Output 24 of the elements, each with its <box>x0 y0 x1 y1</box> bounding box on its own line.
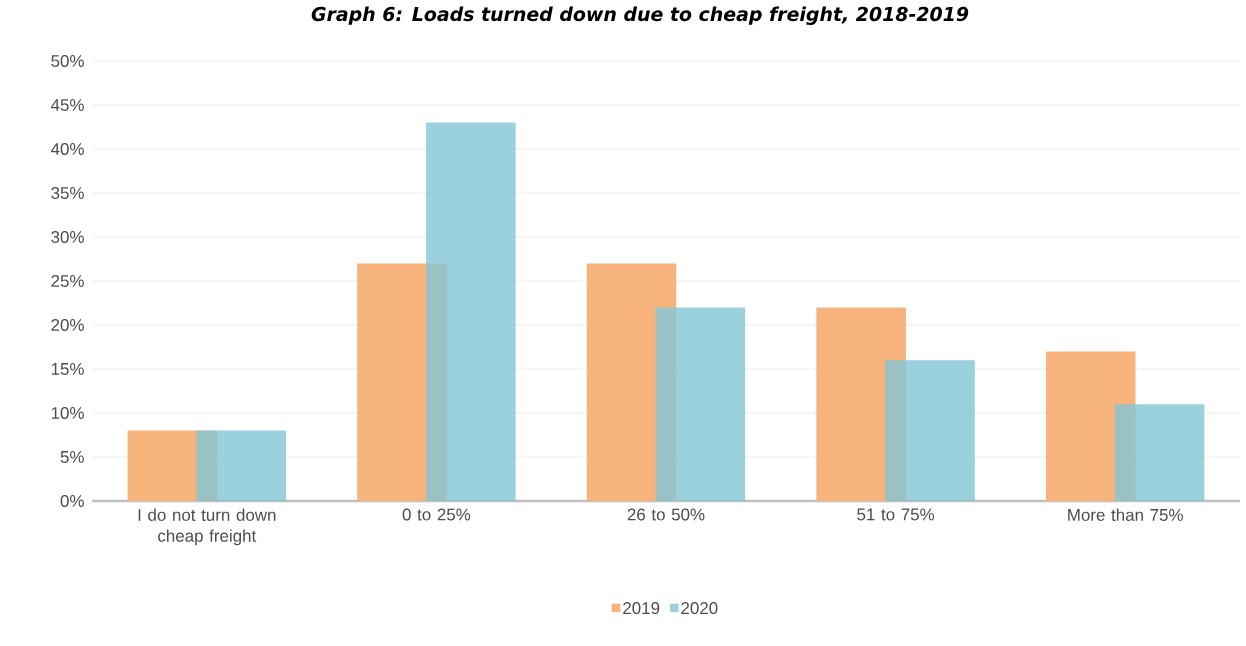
x-tick-label: I do not turn down cheap freight <box>138 508 276 546</box>
bar <box>196 430 287 501</box>
y-tick-label: 0% <box>60 494 84 507</box>
x-tick-label: 51 to 75% <box>857 508 935 521</box>
y-tick-label: 25% <box>51 274 84 287</box>
bar <box>885 360 975 501</box>
bar <box>426 122 516 501</box>
bar <box>655 307 746 501</box>
y-tick-label: 30% <box>51 230 84 243</box>
y-tick-label: 10% <box>51 406 84 419</box>
y-tick-label: 15% <box>51 363 84 375</box>
y-tick-label: 5% <box>60 451 84 463</box>
x-tick-label: 0 to 25% <box>402 508 471 521</box>
y-tick-label: 20% <box>51 318 84 331</box>
legend-label: 2020 <box>681 602 718 615</box>
y-tick-label: 45% <box>50 99 84 111</box>
y-tick-label: 35% <box>51 186 84 199</box>
legend-label: 2019 <box>623 602 660 615</box>
chart-title: Graph 6: Loads turned down due to cheap freight, 2018-2019 <box>311 6 969 25</box>
bar <box>1114 404 1205 501</box>
x-tick-label: More than 75% <box>1068 508 1183 521</box>
y-tick-label: 40% <box>50 142 84 155</box>
x-tick-label: 26 to 50% <box>627 508 705 521</box>
y-tick-label: 50% <box>51 54 84 67</box>
